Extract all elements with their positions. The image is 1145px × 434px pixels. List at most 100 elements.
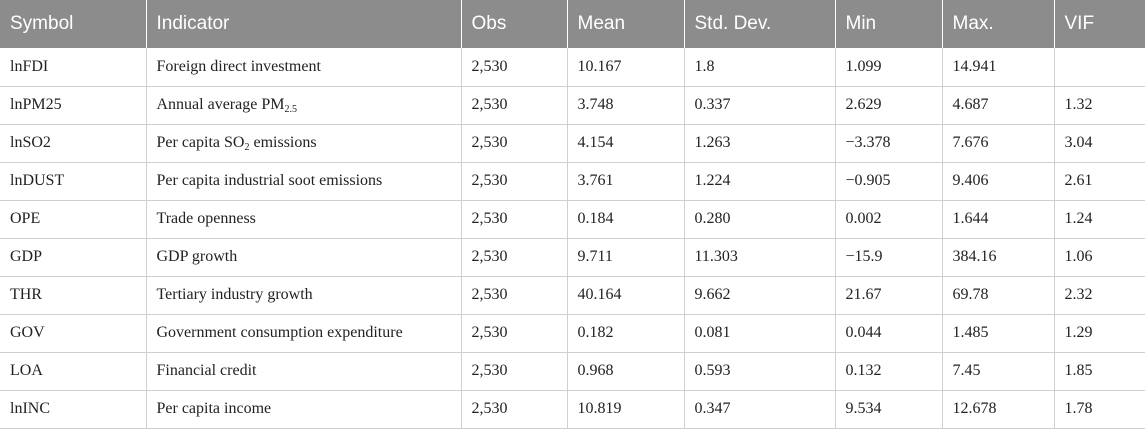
- cell-mean: 0.184: [567, 200, 685, 239]
- cell-vif: [1054, 48, 1145, 87]
- indicator-subscript: 2: [244, 142, 250, 153]
- cell-vif: 1.29: [1054, 314, 1145, 353]
- cell-obs: 2,530: [461, 314, 568, 353]
- cell-vif: 1.06: [1054, 238, 1145, 277]
- table-row: GOV Government consumption expenditure 2,5…: [0, 314, 1145, 353]
- cell-std-dev: 0.280: [684, 200, 836, 239]
- cell-mean: 40.164: [567, 276, 685, 315]
- cell-min: −15.9: [835, 238, 943, 277]
- cell-max: 7.45: [942, 352, 1055, 391]
- cell-indicator: Per capita income: [146, 390, 462, 429]
- header-min: Min: [835, 0, 943, 48]
- cell-max: 1.644: [942, 200, 1055, 239]
- table-row: lnDUST Per capita industrial soot emissio…: [0, 162, 1145, 201]
- cell-indicator: Government consumption expenditure: [146, 314, 462, 353]
- cell-symbol: lnSO2: [0, 124, 147, 163]
- cell-std-dev: 9.662: [684, 276, 836, 315]
- cell-obs: 2,530: [461, 238, 568, 277]
- cell-symbol: THR: [0, 276, 147, 315]
- indicator-text: Foreign direct investment: [156, 57, 321, 75]
- header-indicator: Indicator: [146, 0, 462, 48]
- cell-std-dev: 1.8: [684, 48, 836, 87]
- cell-symbol: lnDUST: [0, 162, 147, 201]
- cell-indicator: Financial credit: [146, 352, 462, 391]
- cell-vif: 2.61: [1054, 162, 1145, 201]
- table-row: lnSO2 Per capita SO2 emissions 2,530 4.154 1…: [0, 124, 1145, 163]
- cell-obs: 2,530: [461, 48, 568, 87]
- cell-obs: 2,530: [461, 124, 568, 163]
- table-row: THR Tertiary industry growth 2,530 40.164 9.…: [0, 276, 1145, 315]
- table-row: OPE Trade openness 2,530 0.184 0.280 0.002 1.6…: [0, 200, 1145, 239]
- cell-std-dev: 0.337: [684, 86, 836, 125]
- cell-std-dev: 0.593: [684, 352, 836, 391]
- cell-obs: 2,530: [461, 162, 568, 201]
- header-std-dev: Std. Dev.: [684, 0, 836, 48]
- cell-min: 0.132: [835, 352, 943, 391]
- cell-symbol: LOA: [0, 352, 147, 391]
- cell-obs: 2,530: [461, 200, 568, 239]
- cell-min: 21.67: [835, 276, 943, 315]
- cell-mean: 10.819: [567, 390, 685, 429]
- cell-min: 2.629: [835, 86, 943, 125]
- cell-mean: 4.154: [567, 124, 685, 163]
- cell-std-dev: 11.303: [684, 238, 836, 277]
- cell-max: 7.676: [942, 124, 1055, 163]
- indicator-text-suffix: emissions: [249, 134, 317, 151]
- indicator-text: Per capita income: [156, 400, 272, 417]
- cell-indicator: Tertiary industry growth: [146, 276, 462, 315]
- cell-indicator: Trade openness: [146, 200, 462, 239]
- cell-max: 14.941: [942, 48, 1055, 87]
- cell-mean: 10.167: [567, 48, 685, 87]
- cell-min: 0.044: [835, 314, 943, 353]
- cell-obs: 2,530: [461, 86, 568, 125]
- header-max: Max.: [942, 0, 1055, 48]
- cell-indicator: Foreign direct investment: [146, 48, 462, 87]
- cell-max: 4.687: [942, 86, 1055, 125]
- cell-indicator: GDP growth: [146, 238, 462, 277]
- cell-symbol: GOV: [0, 314, 147, 353]
- indicator-text: Trade openness: [156, 210, 256, 227]
- cell-vif: 2.32: [1054, 276, 1145, 315]
- cell-mean: 0.182: [567, 314, 685, 353]
- table-body: lnFDI Foreign direct investment 2,530 10.16…: [0, 48, 1145, 429]
- table-row: GDP GDP growth 2,530 9.711 11.303 −15.9 384.16…: [0, 238, 1145, 277]
- cell-vif: 1.85: [1054, 352, 1145, 391]
- cell-vif: 3.04: [1054, 124, 1145, 163]
- cell-mean: 9.711: [567, 238, 685, 277]
- cell-std-dev: 1.224: [684, 162, 836, 201]
- cell-std-dev: 1.263: [684, 124, 836, 163]
- cell-mean: 3.761: [567, 162, 685, 201]
- table-row: LOA Financial credit 2,530 0.968 0.593 0.132 7…: [0, 352, 1145, 391]
- indicator-text: Per capita SO: [156, 134, 245, 151]
- cell-std-dev: 0.081: [684, 314, 836, 353]
- header-symbol: Symbol: [0, 0, 147, 48]
- header-obs: Obs: [461, 0, 568, 48]
- cell-max: 1.485: [942, 314, 1055, 353]
- cell-vif: 1.24: [1054, 200, 1145, 239]
- table-row: lnFDI Foreign direct investment 2,530 10.16…: [0, 48, 1145, 87]
- indicator-text: Annual average PM: [156, 96, 285, 113]
- cell-max: 69.78: [942, 276, 1055, 315]
- cell-min: −3.378: [835, 124, 943, 163]
- cell-indicator: Per capita SO2 emissions: [146, 124, 462, 163]
- cell-vif: 1.78: [1054, 390, 1145, 429]
- header-vif: VIF: [1054, 0, 1145, 48]
- table-row: lnPM25 Annual average PM2.5 2,530 3.748 0.33…: [0, 86, 1145, 125]
- cell-obs: 2,530: [461, 352, 568, 391]
- table-row: lnINC Per capita income 2,530 10.819 0.347 9.…: [0, 390, 1145, 429]
- cell-symbol: GDP: [0, 238, 147, 277]
- indicator-text: Financial credit: [156, 362, 257, 379]
- cell-min: 0.002: [835, 200, 943, 239]
- cell-symbol: OPE: [0, 200, 147, 239]
- indicator-text: GDP growth: [156, 248, 238, 265]
- cell-obs: 2,530: [461, 390, 568, 429]
- cell-max: 9.406: [942, 162, 1055, 201]
- cell-std-dev: 0.347: [684, 390, 836, 429]
- cell-mean: 0.968: [567, 352, 685, 391]
- cell-symbol: lnFDI: [0, 48, 147, 87]
- indicator-subscript: 2.5: [284, 104, 297, 115]
- cell-min: 1.099: [835, 48, 943, 87]
- cell-vif: 1.32: [1054, 86, 1145, 125]
- header-mean: Mean: [567, 0, 685, 48]
